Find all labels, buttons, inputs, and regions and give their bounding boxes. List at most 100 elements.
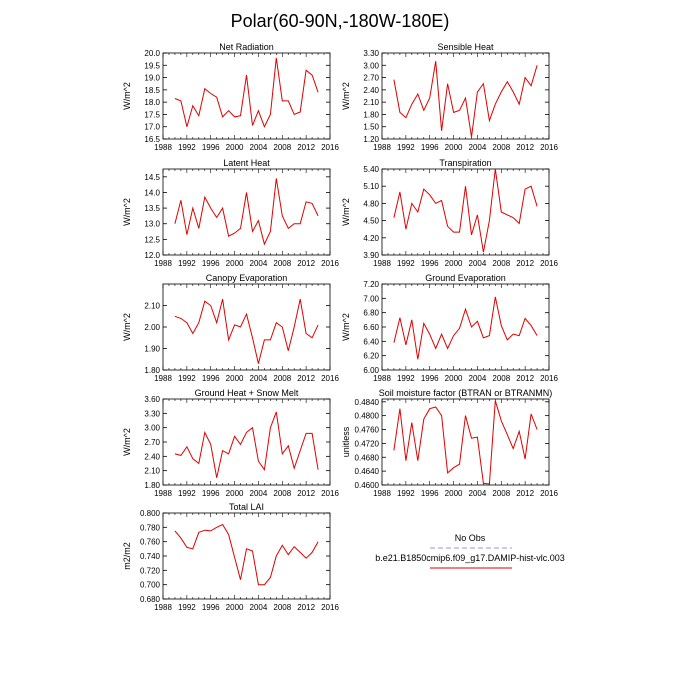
x-tick-label: 1988 bbox=[154, 374, 172, 383]
y-tick-label: 12.5 bbox=[144, 235, 160, 244]
y-tick-label: 1.90 bbox=[144, 345, 160, 354]
plot-frame bbox=[381, 168, 550, 256]
series-line-canopy-evaporation bbox=[174, 298, 319, 364]
panel-ground-evaporation: Ground Evaporation 6.00 6.20 6.40 6.60 6.80 7.… bbox=[341, 273, 558, 383]
x-tick-label: 2016 bbox=[540, 143, 558, 152]
panel-sensible-heat: Sensible Heat 1.20 1.50 1.80 2.10 2.40 2.70 3.0… bbox=[341, 42, 558, 152]
series-line-soil-moisture-factor-btran-or-btranmn bbox=[393, 400, 538, 485]
x-tick-label: 2008 bbox=[273, 489, 291, 498]
y-tick-label: 1.20 bbox=[363, 135, 379, 144]
x-tick-label: 2012 bbox=[516, 143, 534, 152]
x-tick-label: 1992 bbox=[397, 259, 415, 268]
y-tick-label: 12.0 bbox=[144, 251, 160, 260]
x-tick-label: 2004 bbox=[250, 489, 268, 498]
plot-frame bbox=[381, 398, 550, 486]
y-tick-label: 1.80 bbox=[144, 366, 160, 375]
x-tick-label: 1996 bbox=[421, 143, 439, 152]
panel-latent-heat: Latent Heat 12.0 12.5 13.0 13.5 14.0 14.5 1988 1… bbox=[122, 158, 339, 268]
x-tick-label: 1988 bbox=[373, 143, 391, 152]
x-tick-label: 2016 bbox=[321, 489, 339, 498]
panel-title: Ground Evaporation bbox=[425, 273, 506, 283]
x-tick-label: 1996 bbox=[202, 489, 220, 498]
x-tick-label: 1996 bbox=[421, 489, 439, 498]
x-tick-label: 2012 bbox=[297, 603, 315, 612]
series-line-sensible-heat bbox=[393, 61, 538, 138]
y-tick-label: 4.20 bbox=[363, 234, 379, 243]
x-tick-label: 2012 bbox=[297, 143, 315, 152]
x-tick-label: 2008 bbox=[273, 143, 291, 152]
y-tick-label: 0.760 bbox=[140, 538, 161, 547]
series-line-latent-heat bbox=[174, 178, 319, 246]
panel-title: Total LAI bbox=[229, 502, 264, 512]
x-tick-label: 1988 bbox=[154, 259, 172, 268]
legend: No Obs b.e21.B1850cmip6.f09_g17.DAMIP-hi… bbox=[375, 533, 565, 569]
y-tick-label: 20.0 bbox=[144, 49, 160, 58]
x-tick-label: 2004 bbox=[250, 143, 268, 152]
y-tick-label: 2.40 bbox=[144, 452, 160, 461]
plot-frame bbox=[162, 52, 331, 140]
x-tick-label: 2012 bbox=[516, 489, 534, 498]
panel-title: Soil moisture factor (BTRAN or BTRANMN) bbox=[379, 388, 553, 398]
y-axis-label: W/m^2 bbox=[122, 428, 132, 456]
y-tick-label: 2.10 bbox=[144, 467, 160, 476]
y-tick-label: 0.4760 bbox=[355, 426, 380, 435]
y-tick-label: 5.10 bbox=[363, 182, 379, 191]
x-tick-label: 2016 bbox=[540, 374, 558, 383]
y-axis-label: W/m^2 bbox=[122, 82, 132, 110]
y-axis-label: W/m^2 bbox=[122, 313, 132, 341]
y-tick-label: 0.740 bbox=[140, 552, 161, 561]
x-tick-label: 1996 bbox=[202, 374, 220, 383]
x-tick-label: 2012 bbox=[297, 374, 315, 383]
x-tick-label: 2016 bbox=[321, 143, 339, 152]
panel-net-radiation: Net Radiation 16.5 17.0 17.5 18.0 18.5 19.0 19.… bbox=[122, 42, 339, 152]
panel-ground-heat-snow-melt: Ground Heat + Snow Melt 1.80 2.10 2.40 2.70 3… bbox=[122, 388, 339, 498]
y-tick-label: 0.4720 bbox=[355, 439, 380, 448]
plot-frame bbox=[162, 168, 331, 256]
x-tick-label: 2008 bbox=[273, 374, 291, 383]
y-tick-label: 2.70 bbox=[363, 74, 379, 83]
y-tick-label: 2.40 bbox=[363, 86, 379, 95]
y-tick-label: 3.00 bbox=[144, 424, 160, 433]
x-tick-label: 2012 bbox=[297, 489, 315, 498]
x-tick-label: 1988 bbox=[373, 374, 391, 383]
x-tick-label: 1992 bbox=[178, 374, 196, 383]
y-tick-label: 17.5 bbox=[144, 110, 160, 119]
y-tick-label: 0.800 bbox=[140, 509, 161, 518]
x-tick-label: 1988 bbox=[154, 603, 172, 612]
y-tick-label: 4.50 bbox=[363, 217, 379, 226]
y-axis-label: m2/m2 bbox=[122, 542, 132, 570]
plot-frame bbox=[162, 398, 331, 486]
x-tick-label: 2004 bbox=[469, 259, 487, 268]
y-tick-label: 13.5 bbox=[144, 204, 160, 213]
x-tick-label: 1992 bbox=[397, 143, 415, 152]
x-tick-label: 1992 bbox=[178, 259, 196, 268]
y-tick-label: 14.0 bbox=[144, 188, 160, 197]
x-tick-label: 1996 bbox=[202, 603, 220, 612]
x-tick-label: 2008 bbox=[273, 603, 291, 612]
x-tick-label: 2004 bbox=[469, 374, 487, 383]
y-tick-label: 0.720 bbox=[140, 566, 161, 575]
y-tick-label: 3.30 bbox=[363, 49, 379, 58]
legend-label-no-obs: No Obs bbox=[455, 533, 486, 543]
y-tick-label: 14.5 bbox=[144, 173, 160, 182]
x-tick-label: 2000 bbox=[226, 603, 244, 612]
x-tick-label: 2000 bbox=[226, 374, 244, 383]
plot-frame bbox=[381, 52, 550, 140]
figure-title: Polar(60-90N,-180W-180E) bbox=[231, 11, 450, 31]
y-tick-label: 2.10 bbox=[363, 98, 379, 107]
series-line-total-lai bbox=[174, 523, 319, 586]
x-tick-label: 2000 bbox=[226, 259, 244, 268]
y-tick-label: 6.00 bbox=[363, 366, 379, 375]
series-line-ground-evaporation bbox=[393, 296, 538, 360]
y-tick-label: 6.60 bbox=[363, 323, 379, 332]
y-axis-label: W/m^2 bbox=[341, 198, 351, 226]
panel-title: Ground Heat + Snow Melt bbox=[195, 388, 299, 398]
y-tick-label: 0.700 bbox=[140, 581, 161, 590]
x-tick-label: 2000 bbox=[445, 374, 463, 383]
y-axis-label: W/m^2 bbox=[122, 198, 132, 226]
x-tick-label: 1996 bbox=[202, 143, 220, 152]
y-tick-label: 18.5 bbox=[144, 86, 160, 95]
series-line-net-radiation bbox=[174, 57, 319, 128]
plot-frame bbox=[162, 512, 331, 600]
y-tick-label: 6.80 bbox=[363, 309, 379, 318]
